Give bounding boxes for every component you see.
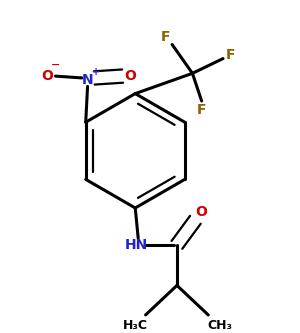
Text: HN: HN xyxy=(125,238,148,252)
Text: F: F xyxy=(161,30,170,44)
Text: N: N xyxy=(82,73,93,87)
Text: O: O xyxy=(124,69,136,83)
Text: +: + xyxy=(92,67,100,77)
Text: F: F xyxy=(226,48,235,62)
Text: CH₃: CH₃ xyxy=(208,319,233,332)
Text: F: F xyxy=(197,103,206,117)
Text: −: − xyxy=(51,60,60,70)
Text: O: O xyxy=(195,205,207,219)
Text: O: O xyxy=(41,69,53,83)
Text: H₃C: H₃C xyxy=(123,319,148,332)
